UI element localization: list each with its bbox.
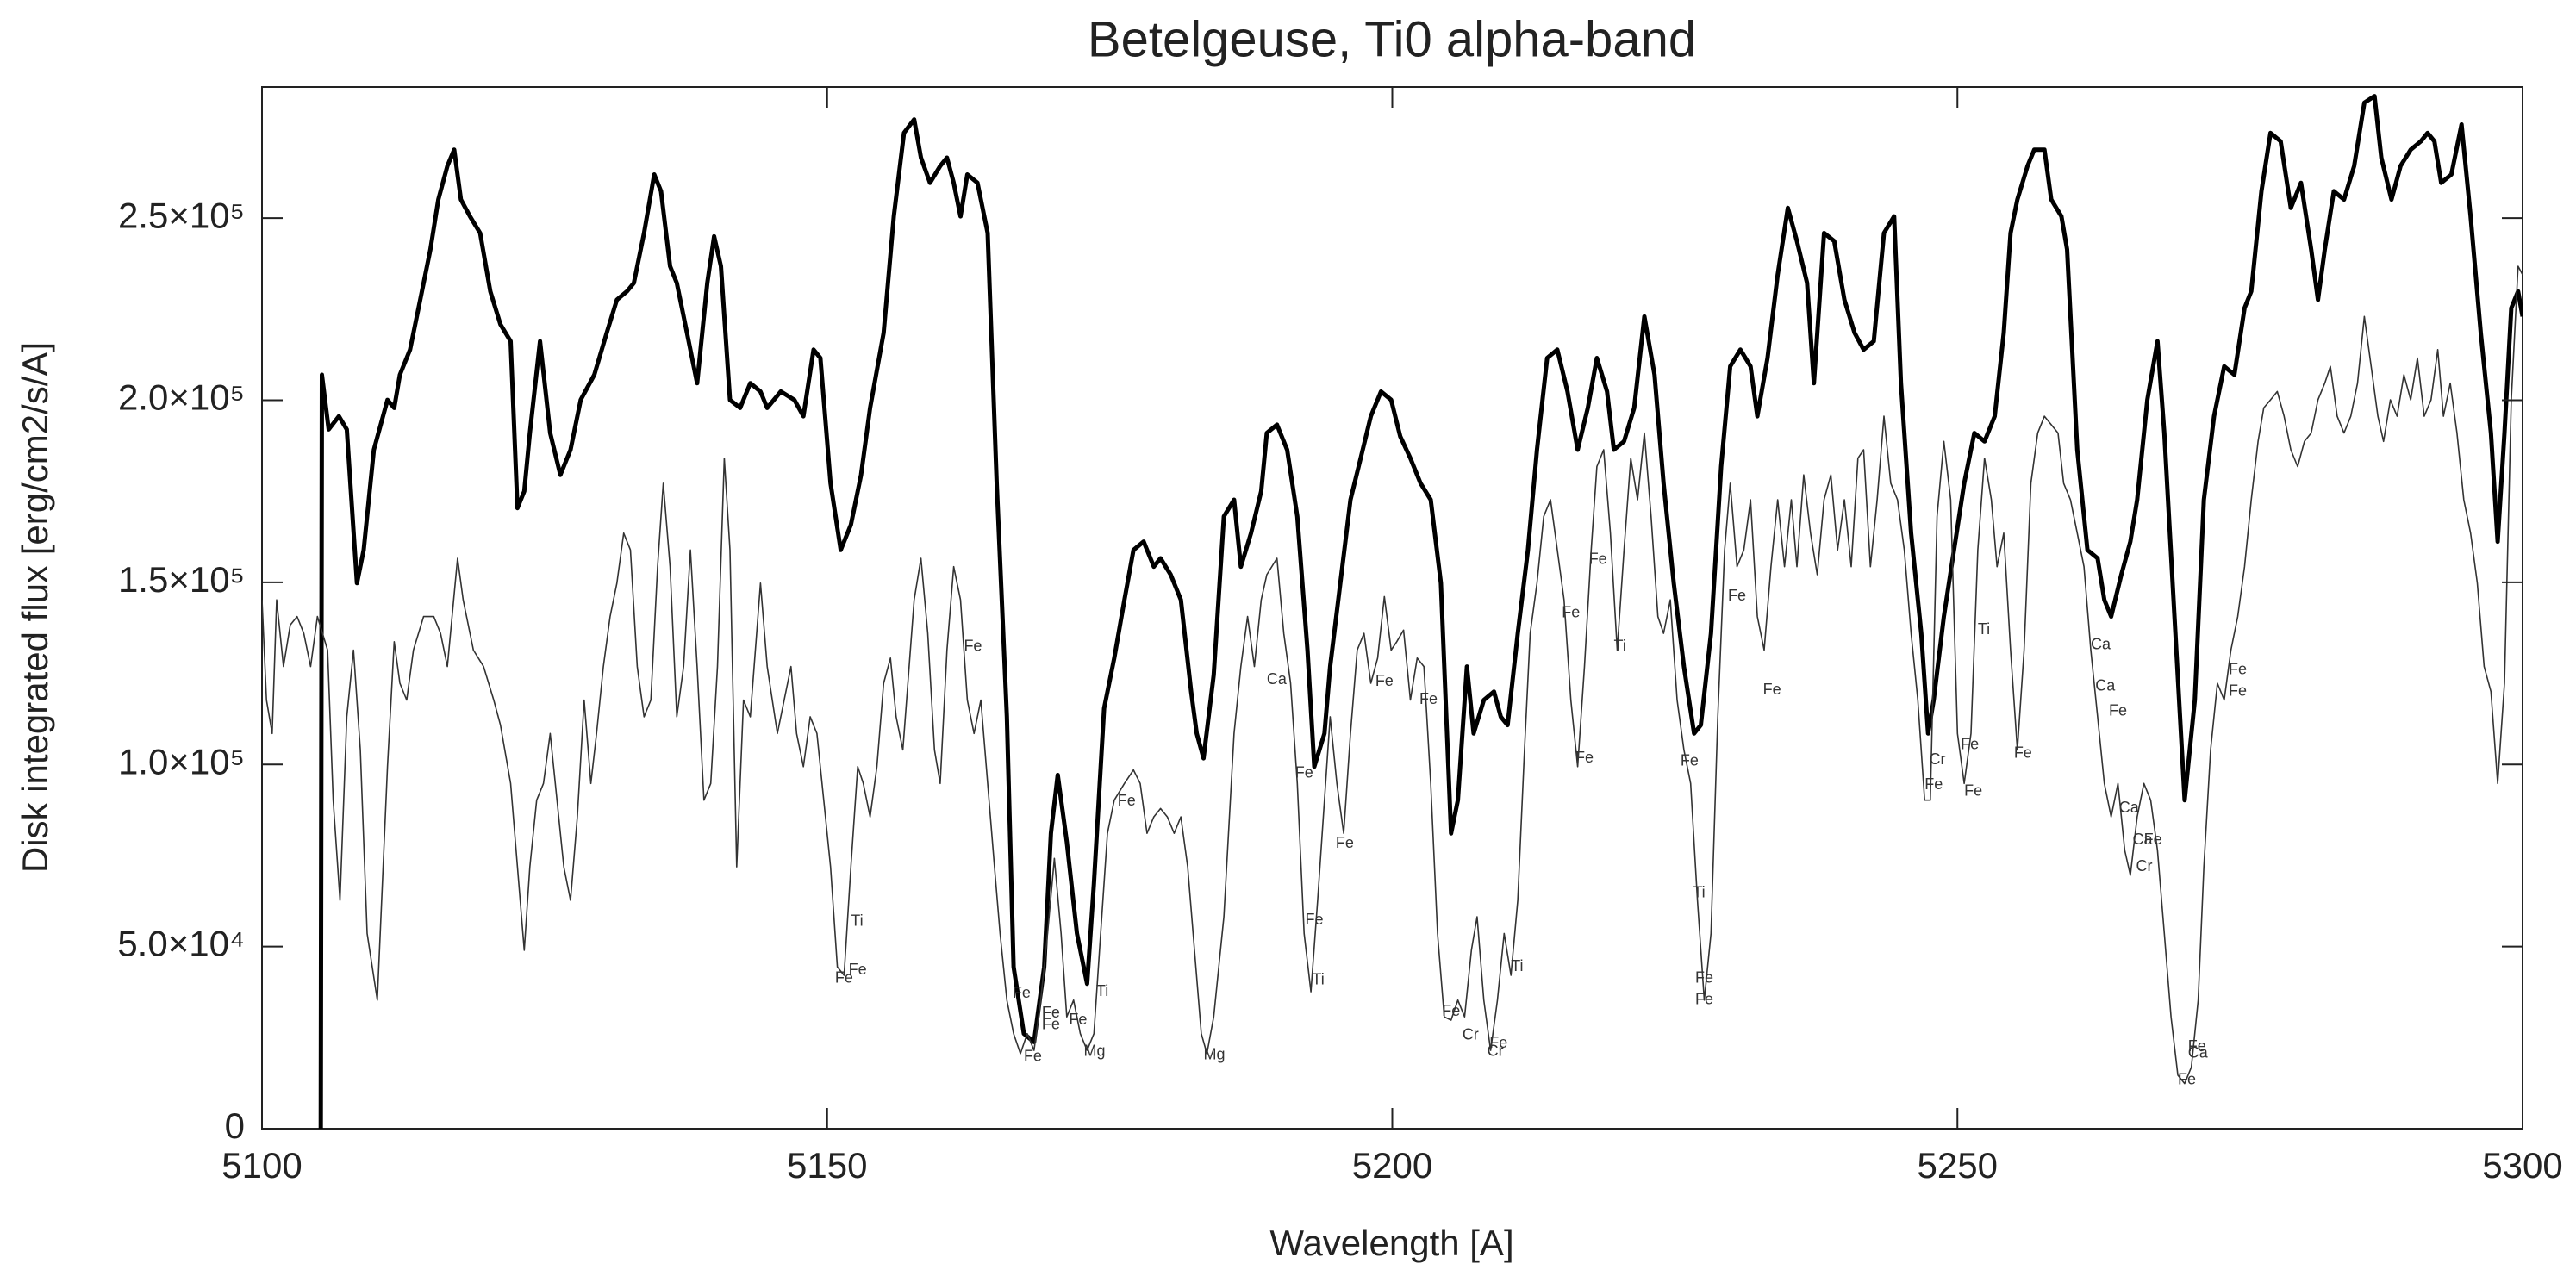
line-annotation: Fe — [1069, 1011, 1087, 1028]
line-annotation: Fe — [1681, 752, 1699, 769]
line-annotation: Fe — [2229, 682, 2247, 699]
line-annotation: Fe — [1575, 749, 1594, 766]
line-annotation: Cr — [1463, 1026, 1479, 1043]
line-annotation: Fe — [2014, 744, 2032, 761]
line-annotation: Fe — [2109, 702, 2127, 719]
line-annotation: Ca — [2095, 677, 2116, 694]
line-annotation: Cr — [1929, 750, 1945, 768]
line-annotation: Fe — [1042, 1004, 1060, 1021]
line-annotation: Mg — [1083, 1043, 1105, 1060]
line-annotation: Fe — [1961, 736, 1979, 753]
line-annotation: Fe — [1306, 911, 1324, 928]
line-annotation: Fe — [2178, 1071, 2196, 1088]
y-tick-label: 2.5×10⁵ — [118, 195, 245, 235]
x-tick-label: 5200 — [1352, 1145, 1432, 1186]
line-annotation: Ti — [1511, 957, 1523, 974]
line-annotation: Fe — [1024, 1047, 1042, 1064]
line-annotation: Fe — [1695, 991, 1713, 1008]
line-annotation: Fe — [1964, 782, 1982, 800]
line-annotation: Fe — [1042, 1016, 1060, 1033]
line-annotation: Fe — [1489, 1034, 1507, 1051]
line-annotation: Ti — [1096, 982, 1108, 999]
line-annotation: Fe — [1336, 834, 1354, 851]
line-annotation: Ca — [2091, 635, 2111, 652]
y-tick-label: 0 — [225, 1105, 245, 1146]
line-annotation: Ti — [1312, 970, 1324, 987]
line-annotation: Ca — [1267, 670, 1288, 688]
y-axis-label: Disk integrated flux [erg/cm2/s/A] — [15, 342, 55, 873]
line-annotation: Fe — [1118, 792, 1136, 809]
line-annotation: Cr — [1488, 1043, 1504, 1060]
y-tick-label: 1.5×10⁵ — [118, 559, 245, 600]
line-annotation: Ti — [1693, 884, 1705, 901]
line-annotation: Ti — [1614, 637, 1626, 654]
line-annotation: Ti — [1978, 620, 1990, 638]
line-annotation: Ca — [2188, 1044, 2209, 1061]
plot-area — [262, 94, 2523, 1129]
line-annotation: Cr — [2136, 857, 2152, 875]
x-tick-label: 5250 — [1918, 1145, 1998, 1186]
line-annotation: Ti — [851, 912, 863, 930]
y-tick-label: 2.0×10⁵ — [118, 377, 245, 418]
chart-title: Betelgeuse, Ti0 alpha-band — [1088, 11, 1696, 67]
line-annotation: Ca — [2133, 831, 2154, 848]
line-annotation: Fe — [849, 961, 867, 978]
x-tick-label: 5100 — [221, 1145, 302, 1186]
line-annotation: Fe — [2144, 831, 2162, 848]
line-annotation: Fe — [1375, 672, 1394, 689]
line-annotation: Fe — [2229, 661, 2247, 678]
line-annotation: Fe — [964, 637, 982, 654]
line-annotation: Fe — [1589, 550, 1607, 567]
line-annotation: Ca — [2119, 799, 2140, 816]
line-annotation: Fe — [1763, 681, 1781, 698]
spectrum-line — [262, 265, 2523, 1085]
line-annotation: Fe — [1442, 1002, 1460, 1019]
x-tick-label: 5300 — [2482, 1145, 2562, 1186]
x-axis-label: Wavelength [A] — [1269, 1223, 1513, 1263]
line-annotation: Fe — [1924, 775, 1943, 793]
line-annotation: Fe — [1419, 690, 1438, 707]
x-tick-label: 5150 — [787, 1145, 867, 1186]
line-annotation: Fe — [1728, 587, 1746, 604]
y-tick-label: 5.0×10⁴ — [117, 924, 245, 964]
line-annotation: Fe — [1695, 969, 1713, 987]
line-annotation: Fe — [835, 969, 853, 987]
line-annotation: Fe — [1295, 764, 1313, 781]
line-annotation: Fe — [2188, 1037, 2206, 1055]
y-tick-label: 1.0×10⁵ — [118, 741, 245, 781]
line-annotation: Fe — [1562, 604, 1580, 621]
line-annotation: Fe — [1013, 984, 1031, 1001]
spectrum-line — [318, 94, 2523, 1129]
line-annotation: Mg — [1203, 1045, 1225, 1062]
